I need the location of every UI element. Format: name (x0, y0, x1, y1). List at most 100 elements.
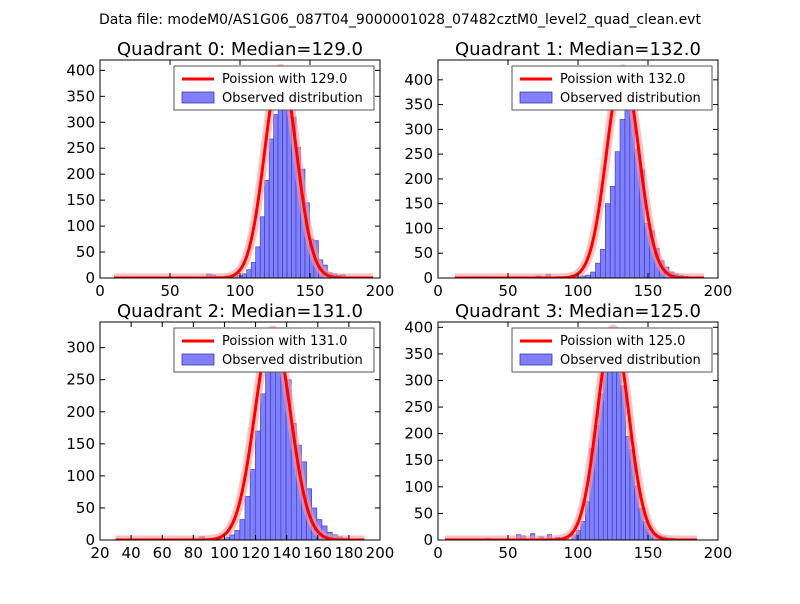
quadrant-0-title: Quadrant 0: Median=129.0 (117, 39, 363, 60)
x-tick-label: 100 (564, 282, 593, 300)
legend-bar-swatch (519, 91, 553, 104)
y-tick-label: 50 (76, 499, 95, 517)
y-tick-label: 400 (404, 71, 433, 89)
plot-area (114, 63, 373, 278)
legend-label-observed: Observed distribution (560, 91, 701, 106)
y-tick-label: 300 (66, 113, 95, 131)
quadrant-2-chart: Quadrant 2: Median=131.020 40 60 80 100 120 14… (66, 301, 394, 562)
x-tick-label: 120 (241, 544, 270, 562)
histogram-bar (600, 248, 606, 278)
y-tick-label: 150 (66, 191, 95, 209)
x-tick-label: 100 (226, 282, 255, 300)
histogram-bar (229, 534, 236, 540)
y-tick-label: 150 (66, 435, 95, 453)
y-tick-label: 100 (404, 478, 433, 496)
y-tick-label: 200 (404, 170, 433, 188)
x-tick-label: 200 (366, 544, 395, 562)
histogram-bar (595, 262, 601, 278)
poisson-curve (445, 327, 697, 540)
y-tick-label: 350 (404, 96, 433, 114)
y-tick-label: 350 (66, 87, 95, 105)
histogram-bar (259, 216, 265, 278)
poisson-curve (114, 66, 373, 278)
y-tick-label: 100 (66, 467, 95, 485)
histogram-bar (239, 519, 246, 540)
figure-title: Data file: modeM0/AS1G06_087T04_90000010… (99, 12, 701, 28)
legend-bar-swatch (181, 91, 215, 104)
y-tick-label: 250 (66, 139, 95, 157)
y-tick-label: 200 (404, 425, 433, 443)
x-tick-label: 20 (90, 544, 109, 562)
y-tick-label: 300 (404, 371, 433, 389)
x-tick-label: 100 (210, 544, 239, 562)
y-tick-label: 400 (404, 318, 433, 336)
y-tick-label: 50 (414, 244, 433, 262)
x-tick-label: 100 (564, 544, 593, 562)
plot-area (115, 325, 365, 540)
x-tick-label: 40 (122, 544, 141, 562)
x-tick-label: 0 (433, 282, 443, 300)
y-tick-label: 400 (66, 61, 95, 79)
quadrant-2-title: Quadrant 2: Median=131.0 (117, 301, 363, 322)
y-tick-label: 100 (404, 219, 433, 237)
y-tick-label: 250 (404, 398, 433, 416)
legend-label-observed: Observed distribution (560, 353, 701, 368)
x-tick-label: 50 (498, 544, 517, 562)
x-tick-label: 50 (160, 282, 179, 300)
y-tick-label: 0 (423, 531, 433, 549)
legend-label-poisson: Poission with 132.0 (560, 72, 685, 87)
histogram-bar (616, 357, 622, 540)
y-tick-label: 150 (404, 451, 433, 469)
y-tick-label: 100 (66, 217, 95, 235)
x-tick-label: 0 (433, 544, 443, 562)
histogram-bar (244, 496, 251, 540)
histogram-bar (611, 342, 617, 540)
histogram-bar (264, 180, 270, 278)
x-tick-label: 140 (272, 544, 301, 562)
poisson-curve (454, 67, 704, 278)
x-tick-label: 160 (303, 544, 332, 562)
histogram-bar (619, 119, 626, 278)
histogram-bar (260, 393, 266, 540)
x-tick-label: 180 (335, 544, 364, 562)
y-tick-label: 0 (85, 531, 95, 549)
x-tick-label: 200 (366, 282, 395, 300)
axes-frame (99, 321, 381, 541)
histogram-bar (265, 356, 271, 540)
x-tick-label: 150 (634, 282, 663, 300)
x-tick-label: 60 (153, 544, 172, 562)
legend-label-observed: Observed distribution (222, 353, 363, 368)
legend-label-observed: Observed distribution (222, 91, 363, 106)
quadrant-3-title: Quadrant 3: Median=125.0 (455, 301, 701, 322)
x-tick-label: 200 (704, 544, 733, 562)
y-tick-label: 50 (76, 243, 95, 261)
histogram-bar (590, 271, 596, 278)
histogram-bar (254, 430, 261, 540)
x-tick-label: 150 (634, 544, 663, 562)
histogram-bar (604, 203, 611, 278)
y-tick-label: 50 (414, 504, 433, 522)
histogram-bar (270, 347, 277, 540)
y-tick-label: 150 (404, 195, 433, 213)
histogram-bar (246, 269, 252, 278)
legend-bar-swatch (181, 353, 215, 366)
quadrant-1-title: Quadrant 1: Median=132.0 (455, 39, 701, 60)
histogram-bar (277, 96, 283, 278)
legend: Poission with 132.0 Observed distribution (511, 65, 713, 111)
quadrant-1-chart: Quadrant 1: Median=132.0 0 50 100 150 200 0 50 1… (404, 39, 732, 300)
histogram-bar (614, 151, 621, 278)
y-tick-label: 250 (66, 371, 95, 389)
plot-area (445, 324, 697, 540)
x-tick-label: 150 (296, 282, 325, 300)
quadrant-3-chart: Quadrant 3: Median=125.0 0 50 100 150 200 0 50 1… (404, 301, 732, 562)
y-tick-label: 300 (66, 339, 95, 357)
histogram-bar (234, 530, 241, 540)
y-tick-label: 300 (404, 120, 433, 138)
plot-area (454, 63, 704, 278)
y-tick-label: 350 (404, 345, 433, 363)
legend-label-poisson: Poission with 131.0 (222, 334, 347, 349)
histogram-bar (249, 469, 256, 540)
legend: Poission with 125.0 Observed distribution (511, 327, 713, 373)
